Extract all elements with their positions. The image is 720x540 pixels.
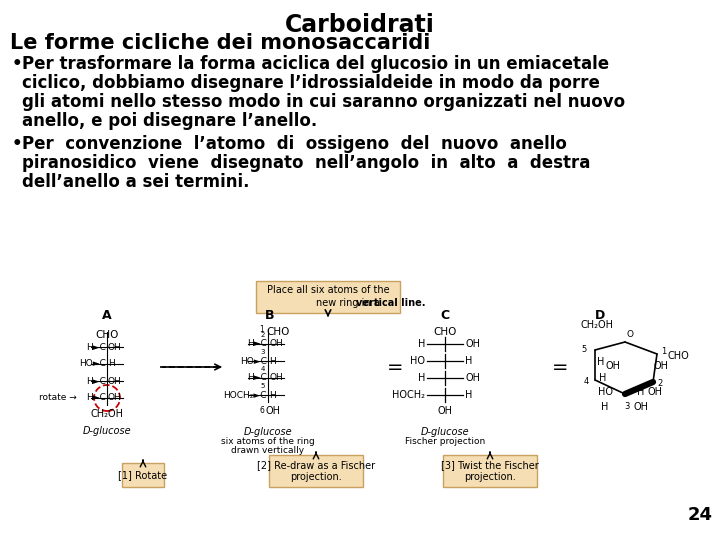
- FancyBboxPatch shape: [443, 455, 537, 487]
- Text: H: H: [269, 390, 276, 400]
- Text: O: O: [626, 330, 634, 339]
- Text: 1: 1: [661, 348, 666, 356]
- Text: H: H: [465, 356, 472, 366]
- Text: HOCH₂: HOCH₂: [392, 390, 425, 400]
- Text: H: H: [418, 339, 425, 349]
- Text: 3: 3: [261, 349, 265, 355]
- Text: 3: 3: [624, 402, 630, 411]
- FancyBboxPatch shape: [269, 455, 363, 487]
- Text: [2] Re-draw as a Fischer
projection.: [2] Re-draw as a Fischer projection.: [257, 460, 375, 482]
- Text: OH: OH: [465, 339, 480, 349]
- Text: •: •: [12, 55, 22, 73]
- Text: 1: 1: [259, 325, 264, 334]
- Text: 5: 5: [261, 383, 265, 389]
- Text: •: •: [12, 135, 22, 153]
- Text: HO: HO: [598, 387, 613, 397]
- Text: anello, e poi disegnare l’anello.: anello, e poi disegnare l’anello.: [22, 112, 318, 130]
- Text: dell’anello a sei termini.: dell’anello a sei termini.: [22, 173, 250, 191]
- Text: H►C: H►C: [247, 340, 267, 348]
- Text: =: =: [387, 357, 403, 376]
- Text: Per trasformare la forma aciclica del glucosio in un emiacetale: Per trasformare la forma aciclica del gl…: [22, 55, 609, 73]
- Text: HO►C: HO►C: [240, 356, 267, 366]
- Text: D: D: [595, 309, 605, 322]
- Text: [1] Rotate: [1] Rotate: [118, 470, 168, 480]
- Text: H: H: [108, 360, 114, 368]
- Text: rotate →: rotate →: [40, 394, 77, 402]
- Text: H: H: [269, 356, 276, 366]
- Text: 2: 2: [261, 332, 265, 338]
- Text: OH: OH: [653, 361, 668, 371]
- Text: H►C: H►C: [86, 342, 106, 352]
- Text: OH: OH: [465, 373, 480, 383]
- Text: CHO: CHO: [95, 330, 119, 340]
- Text: HO►C: HO►C: [79, 360, 106, 368]
- Text: HO: HO: [410, 356, 425, 366]
- Text: D-glucose: D-glucose: [243, 427, 292, 437]
- Text: D-glucose: D-glucose: [420, 427, 469, 437]
- Text: gli atomi nello stesso modo in cui saranno organizzati nel nuovo: gli atomi nello stesso modo in cui saran…: [22, 93, 625, 111]
- FancyBboxPatch shape: [122, 463, 164, 487]
- Text: OH: OH: [633, 402, 648, 412]
- Text: OH: OH: [269, 374, 283, 382]
- Text: H: H: [599, 373, 607, 383]
- Text: H►C: H►C: [86, 394, 106, 402]
- Text: CHO: CHO: [266, 327, 289, 337]
- Text: D-glucose: D-glucose: [83, 426, 131, 436]
- Text: H: H: [637, 387, 644, 397]
- Text: CH₂OH: CH₂OH: [580, 320, 613, 330]
- Text: 6: 6: [259, 406, 264, 415]
- Text: CH₂OH: CH₂OH: [91, 409, 124, 419]
- Text: CHO: CHO: [667, 351, 689, 361]
- Text: H: H: [598, 357, 605, 367]
- Text: vertical line.: vertical line.: [356, 298, 426, 308]
- Text: OH: OH: [266, 406, 281, 416]
- Text: 4: 4: [261, 366, 265, 372]
- Text: =: =: [552, 357, 568, 376]
- Text: OH: OH: [605, 361, 620, 371]
- Text: [3] Twist the Fischer
projection.: [3] Twist the Fischer projection.: [441, 460, 539, 482]
- Text: HOCH₂►C: HOCH₂►C: [223, 390, 267, 400]
- Text: H: H: [601, 402, 608, 412]
- Text: 5: 5: [582, 346, 587, 354]
- Text: H: H: [465, 390, 472, 400]
- Text: six atoms of the ring: six atoms of the ring: [221, 437, 315, 446]
- Text: OH: OH: [108, 376, 122, 386]
- Text: OH: OH: [108, 394, 122, 402]
- Text: Carboidrati: Carboidrati: [285, 13, 435, 37]
- FancyBboxPatch shape: [256, 281, 400, 313]
- Text: OH: OH: [108, 342, 122, 352]
- Text: 4: 4: [584, 377, 589, 387]
- Text: A: A: [102, 309, 112, 322]
- Text: OH: OH: [438, 406, 452, 416]
- Text: OH: OH: [269, 340, 283, 348]
- Text: Fischer projection: Fischer projection: [405, 437, 485, 446]
- Text: C: C: [441, 309, 449, 322]
- Text: ciclico, dobbiamo disegnare l’idrossialdeide in modo da porre: ciclico, dobbiamo disegnare l’idrossiald…: [22, 74, 600, 92]
- Text: B: B: [265, 309, 275, 322]
- Text: piranosidico  viene  disegnato  nell’angolo  in  alto  a  destra: piranosidico viene disegnato nell’angolo…: [22, 154, 590, 172]
- Text: H►C: H►C: [247, 374, 267, 382]
- Text: 24: 24: [688, 506, 713, 524]
- Text: new ring in a: new ring in a: [316, 298, 383, 308]
- Text: OH: OH: [647, 387, 662, 397]
- Text: Le forme cicliche dei monosaccaridi: Le forme cicliche dei monosaccaridi: [10, 33, 431, 53]
- Text: H: H: [418, 373, 425, 383]
- Text: drawn vertically: drawn vertically: [231, 446, 305, 455]
- Text: Per  convenzione  l’atomo  di  ossigeno  del  nuovo  anello: Per convenzione l’atomo di ossigeno del …: [22, 135, 567, 153]
- Text: Place all six atoms of the: Place all six atoms of the: [266, 285, 390, 295]
- Text: 2: 2: [657, 380, 662, 388]
- Text: H►C: H►C: [86, 376, 106, 386]
- Text: CHO: CHO: [433, 327, 456, 337]
